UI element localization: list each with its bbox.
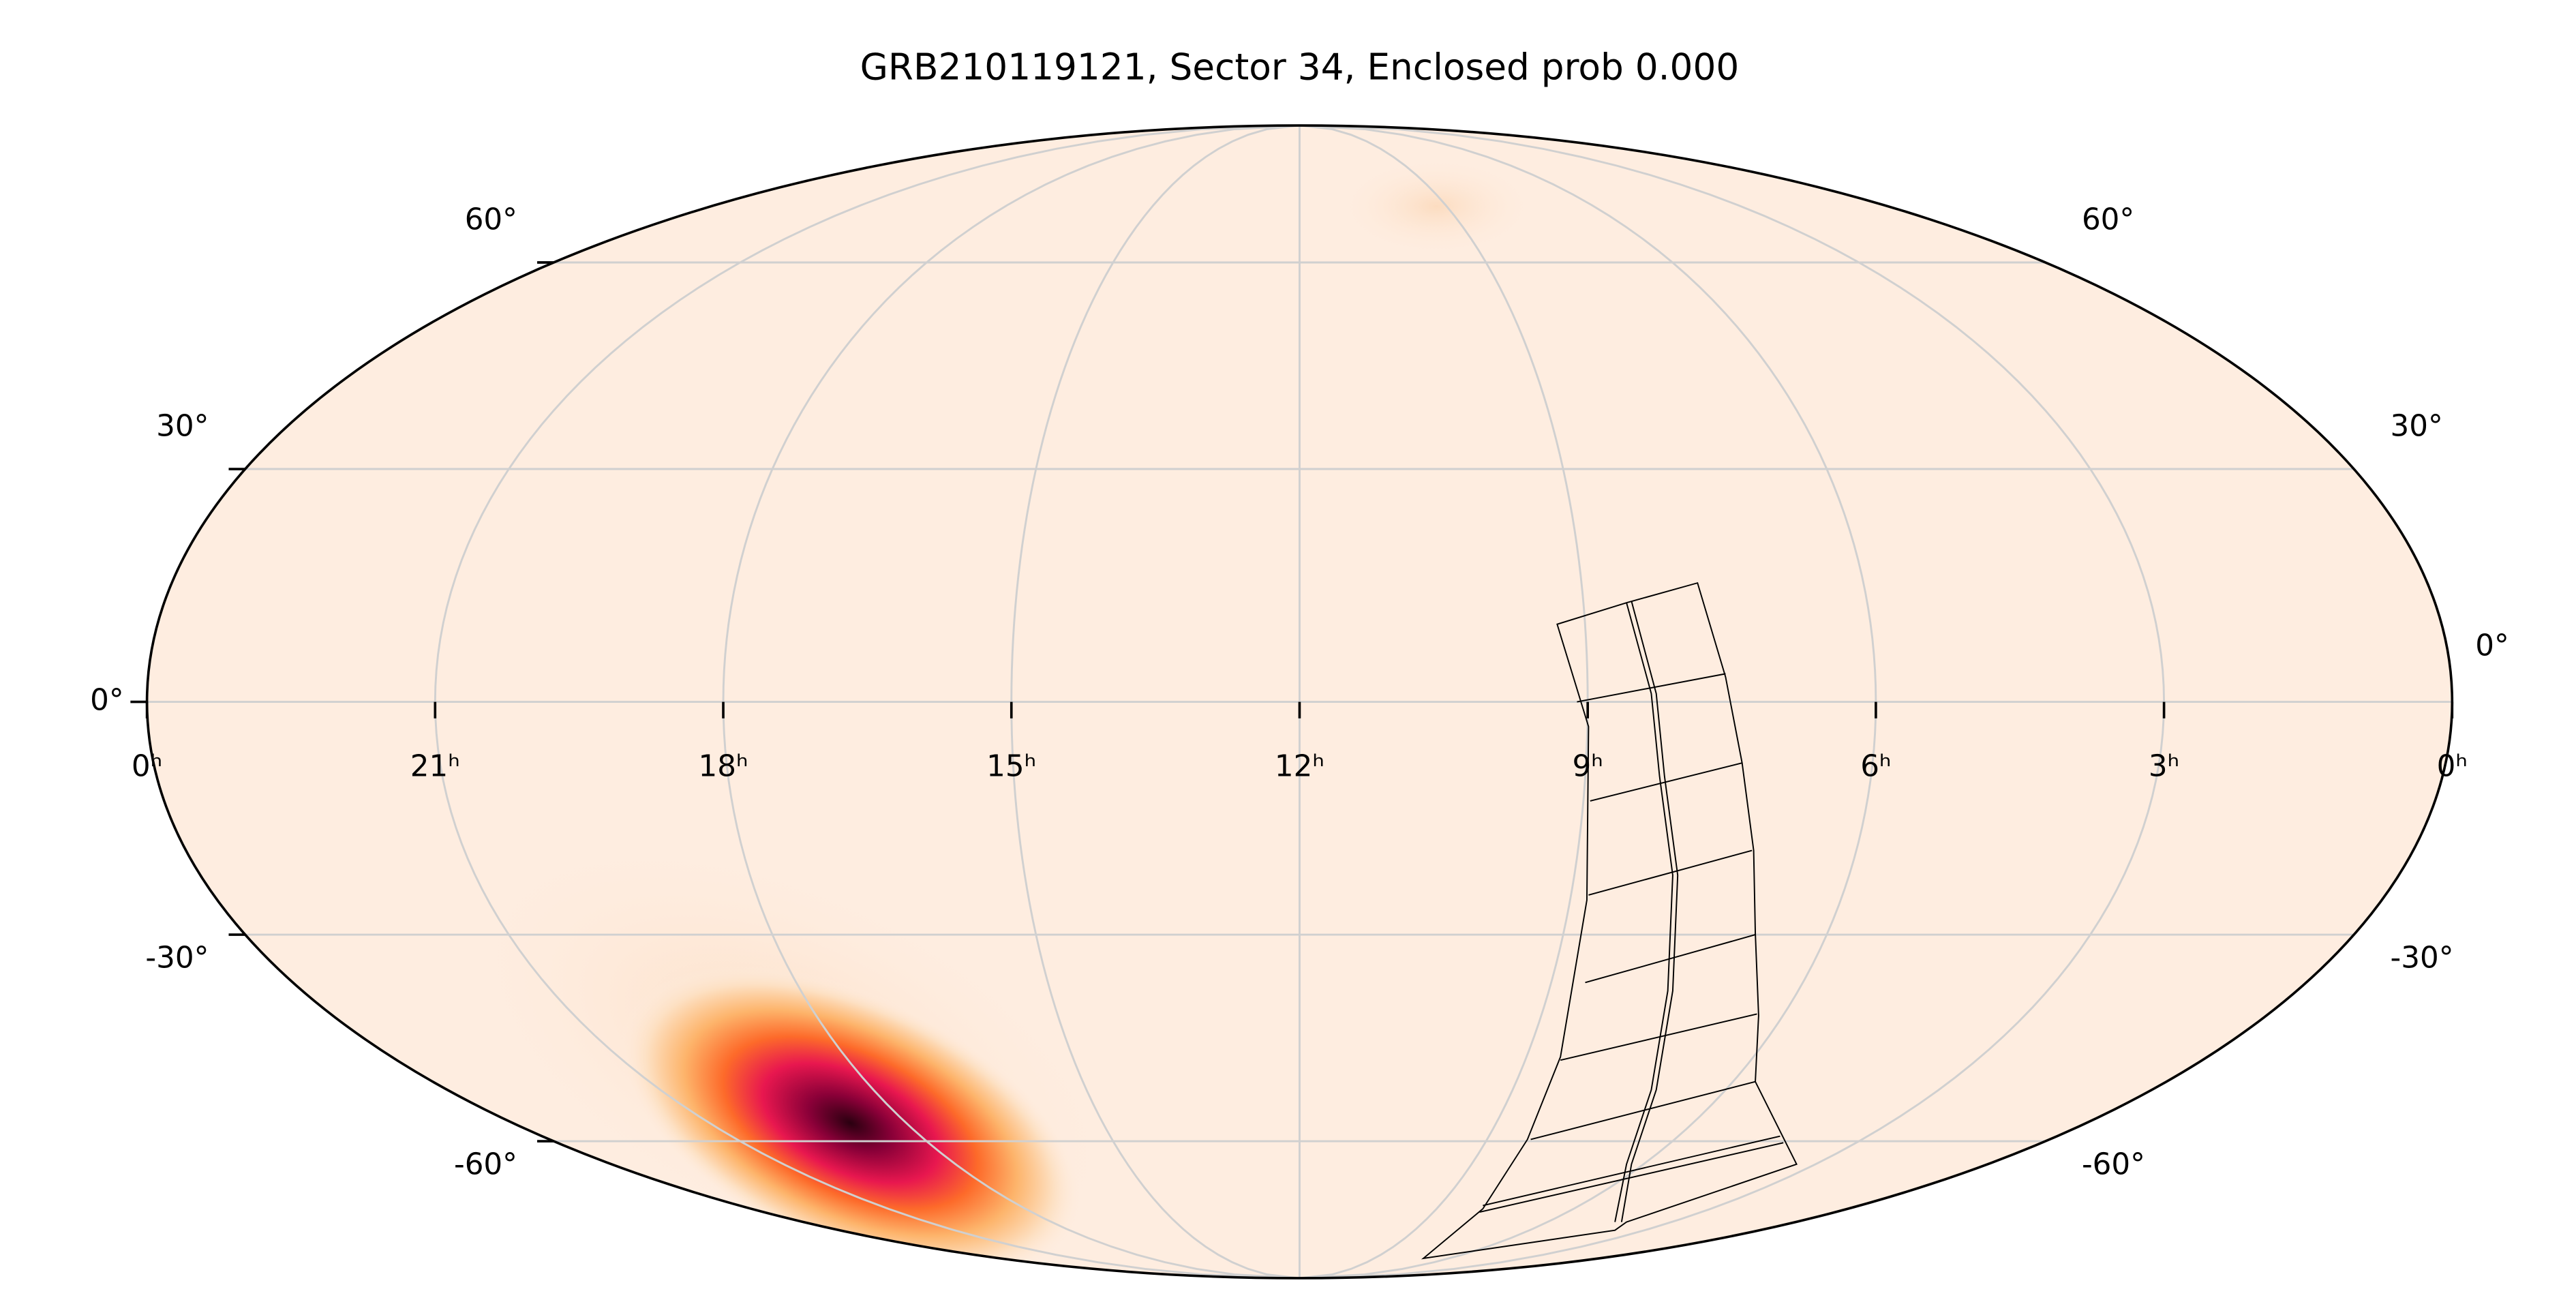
x-tick-label: 0ʰ xyxy=(2437,749,2468,783)
x-tick-label: 18ʰ xyxy=(698,749,748,783)
x-tick-label: 12ʰ xyxy=(1275,749,1324,783)
footprint-row xyxy=(1479,673,1784,1213)
grid xyxy=(147,124,2453,1280)
x-tick-label: 15ʰ xyxy=(986,749,1036,783)
y-tick-label: -60° xyxy=(2082,1147,2145,1181)
y-tick-label: 30° xyxy=(156,409,209,443)
x-tick-label: 3ʰ xyxy=(2149,749,2179,783)
footprint-outline xyxy=(1421,581,1798,1260)
probability-blob xyxy=(619,966,1082,1278)
y-tick-label: -30° xyxy=(145,941,209,975)
footprint-column xyxy=(1614,602,1673,1222)
y-tick-label: 0° xyxy=(2475,629,2509,663)
y-tick-label: 30° xyxy=(2391,409,2443,443)
x-tick-label: 21ʰ xyxy=(410,749,460,783)
chart-title: GRB210119121, Sector 34, Enclosed prob 0… xyxy=(860,46,1740,88)
footprint-column xyxy=(1620,601,1679,1222)
x-tick-label: 6ʰ xyxy=(1860,749,1891,783)
x-tick-label: 9ʰ xyxy=(1572,749,1603,783)
y-tick-label: 60° xyxy=(465,202,517,237)
y-tick-label: -30° xyxy=(2391,941,2454,975)
tess-footprint xyxy=(1421,581,1798,1260)
y-tick-label: -60° xyxy=(454,1147,517,1181)
x-tick-label: 0ʰ xyxy=(132,749,162,783)
probability-halo xyxy=(1337,157,1536,256)
y-tick-label: 60° xyxy=(2082,202,2134,237)
y-tick-label: 0° xyxy=(90,684,124,718)
